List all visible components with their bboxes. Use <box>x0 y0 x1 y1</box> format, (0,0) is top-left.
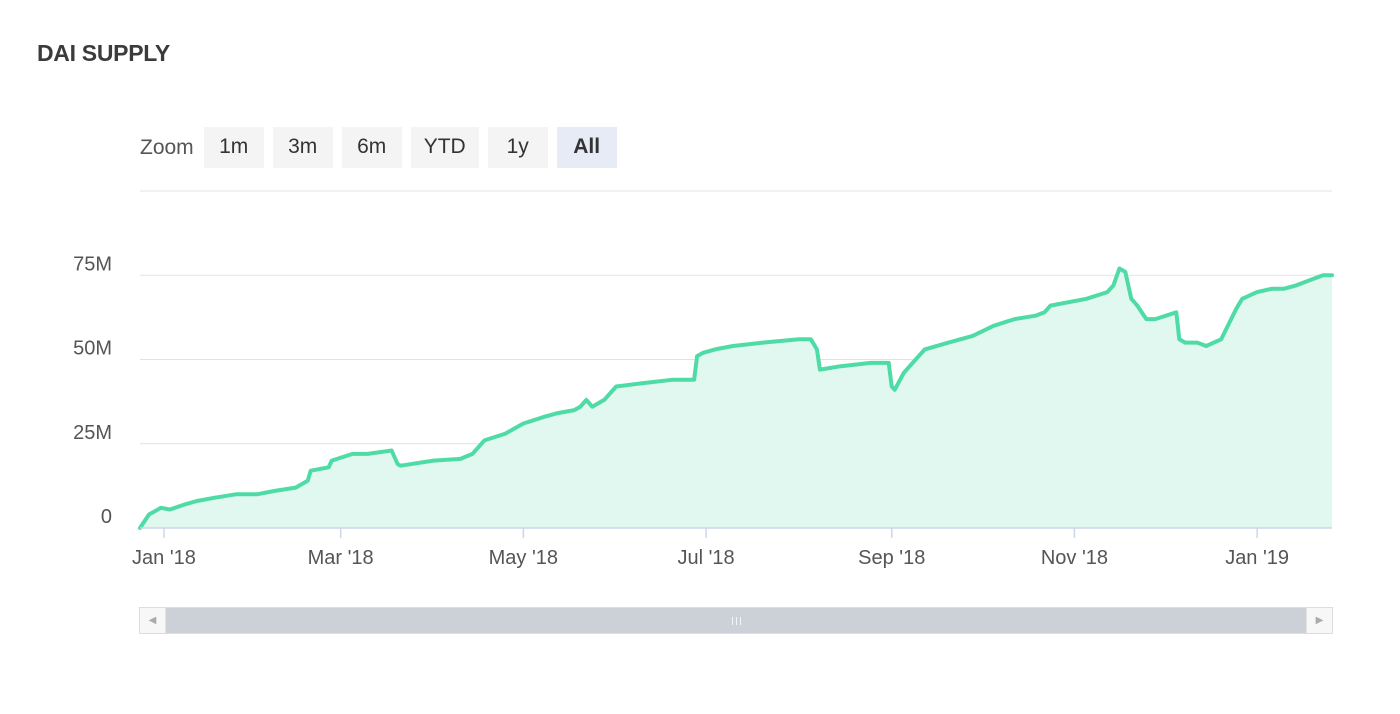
x-tick-label: Mar '18 <box>308 547 374 569</box>
x-tick-label: Jan '18 <box>132 547 196 569</box>
x-tick-label: Jan '19 <box>1225 547 1289 569</box>
scrollbar-thumb[interactable] <box>166 608 1306 633</box>
x-tick-label: Sep '18 <box>858 547 925 569</box>
zoom-ytd-button[interactable]: YTD <box>410 126 479 168</box>
zoom-selector: Zoom 1m 3m 6m YTD 1y All <box>140 126 626 168</box>
series-line <box>138 266 1334 530</box>
zoom-all-button[interactable]: All <box>556 126 617 168</box>
y-tick-label: 50M <box>73 338 112 360</box>
y-tick-label: 0 <box>101 506 112 528</box>
y-tick-label: 25M <box>73 422 112 444</box>
scroll-left-arrow-icon[interactable]: ◀ <box>140 608 166 633</box>
x-tick-label: May '18 <box>489 547 558 569</box>
scroll-right-arrow-icon[interactable]: ▶ <box>1306 608 1332 633</box>
x-tick-label: Jul '18 <box>677 547 734 569</box>
series-area <box>140 268 1332 528</box>
zoom-label: Zoom <box>140 136 194 159</box>
navigator-scrollbar[interactable]: ◀ ▶ <box>139 607 1333 634</box>
y-tick-label: 75M <box>73 253 112 275</box>
x-tick-label: Nov '18 <box>1041 547 1108 569</box>
zoom-1y-button[interactable]: 1y <box>487 126 548 168</box>
zoom-6m-button[interactable]: 6m <box>341 126 402 168</box>
grip-icon <box>731 616 741 625</box>
chart-title: DAI SUPPLY <box>37 40 170 66</box>
zoom-3m-button[interactable]: 3m <box>272 126 333 168</box>
zoom-1m-button[interactable]: 1m <box>203 126 264 168</box>
